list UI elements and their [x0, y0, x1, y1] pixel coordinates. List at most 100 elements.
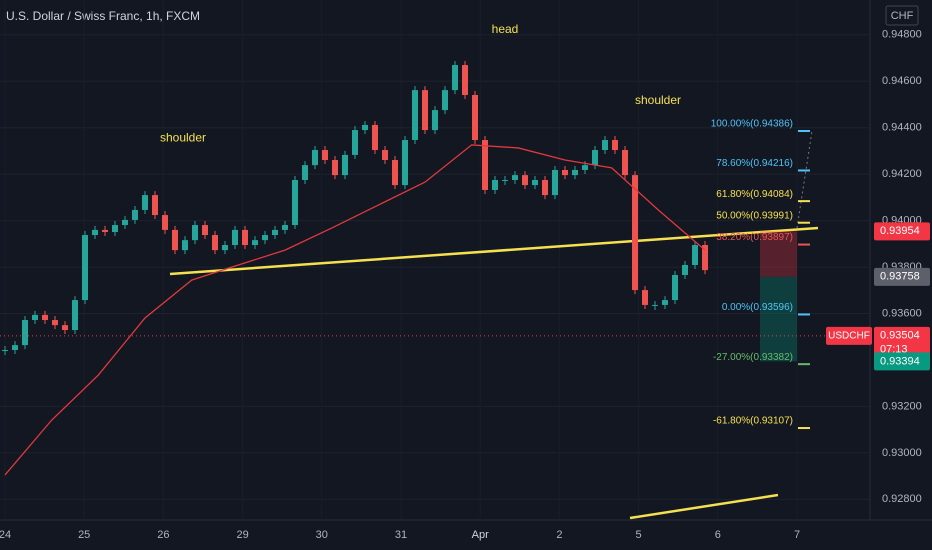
- price-tag: [874, 267, 930, 286]
- fib-label: 50.00%(0.93991): [716, 210, 793, 221]
- candle: [182, 240, 188, 251]
- candle: [142, 195, 148, 210]
- candle: [462, 65, 468, 95]
- candle: [562, 170, 568, 176]
- price-label: 0.93954: [880, 225, 920, 237]
- y-tick-label: 0.93200: [882, 400, 922, 412]
- candle: [42, 314, 48, 321]
- symbol-label: USDCHF: [828, 330, 870, 341]
- moving-average: [4, 144, 706, 476]
- price-label: 0.93394: [880, 355, 920, 367]
- candle: [682, 264, 688, 275]
- candle: [542, 179, 548, 196]
- candle: [352, 130, 358, 155]
- candle: [162, 215, 168, 230]
- y-tick-label: 0.94400: [882, 122, 922, 134]
- candle: [452, 65, 458, 91]
- candle: [242, 229, 248, 246]
- x-tick-label: 24: [0, 529, 11, 541]
- candle: [522, 175, 528, 186]
- candle: [72, 300, 78, 331]
- fib-label: 78.60%(0.94216): [716, 158, 793, 169]
- fib-label: -61.80%(0.93107): [713, 416, 793, 427]
- candle: [512, 175, 518, 180]
- x-tick-label: 26: [157, 529, 169, 541]
- candle: [532, 179, 538, 186]
- candle: [402, 140, 408, 186]
- annotation: shoulder: [160, 131, 206, 145]
- candle: [672, 274, 678, 301]
- candle: [102, 229, 108, 233]
- y-tick-label: 0.93000: [882, 447, 922, 459]
- candle: [362, 124, 368, 131]
- price-label: 0.93504: [880, 330, 920, 342]
- candle: [92, 229, 98, 236]
- currency[interactable]: CHF: [891, 10, 914, 22]
- candle: [202, 225, 208, 236]
- candle: [482, 140, 488, 190]
- fib-label: -27.00%(0.93382): [713, 352, 793, 363]
- candle: [412, 90, 418, 141]
- target-zone: [760, 276, 797, 362]
- y-tick-label: 0.93600: [882, 307, 922, 319]
- fib-connector: [796, 130, 813, 229]
- price-tag: [874, 352, 930, 371]
- candle: [292, 179, 298, 226]
- y-tick-label: 0.92800: [882, 493, 922, 505]
- x-tick-label: 7: [794, 529, 800, 541]
- candle: [642, 290, 648, 305]
- price-tag: [874, 326, 930, 359]
- chart-title: U.S. Dollar / Swiss Franc, 1h, FXCM: [6, 9, 200, 23]
- candle: [152, 195, 158, 216]
- stop-zone: [760, 231, 797, 277]
- candle: [252, 240, 258, 246]
- candle: [502, 179, 508, 181]
- candle: [612, 140, 618, 151]
- x-tick-label: Apr: [472, 529, 489, 541]
- symbol-tag: [826, 326, 872, 345]
- candle: [172, 229, 178, 251]
- candle: [432, 110, 438, 131]
- candle: [632, 175, 638, 291]
- candle: [272, 229, 278, 236]
- candle: [212, 235, 218, 251]
- fib-label: 38.20%(0.93897): [716, 232, 793, 243]
- candle: [442, 90, 448, 111]
- candle: [382, 150, 388, 161]
- candle: [492, 179, 498, 190]
- candle: [12, 345, 18, 350]
- candle: [282, 225, 288, 230]
- x-tick-label: 5: [636, 529, 642, 541]
- candle: [222, 245, 228, 251]
- y-tick-label: 0.94200: [882, 168, 922, 180]
- neckline: [169, 226, 819, 276]
- candle: [662, 300, 668, 305]
- candle: [622, 150, 628, 176]
- annotation: shoulder: [635, 93, 681, 107]
- price-tag: [874, 222, 930, 241]
- x-tick-label: 6: [715, 529, 721, 541]
- currency-box[interactable]: [885, 5, 919, 26]
- candle: [132, 209, 138, 220]
- fib-label: 100.00%(0.94386): [711, 119, 793, 130]
- candle: [342, 154, 348, 176]
- annotation: head: [492, 22, 519, 36]
- candle: [652, 304, 658, 306]
- candle: [692, 245, 698, 265]
- candle: [322, 150, 328, 161]
- candle: [192, 225, 198, 241]
- y-tick-label: 0.94800: [882, 29, 922, 41]
- candle: [52, 320, 58, 326]
- price-label: 0.93758: [880, 271, 920, 283]
- y-tick-label: 0.94600: [882, 75, 922, 87]
- candle: [332, 160, 338, 176]
- x-tick-label: 29: [236, 529, 248, 541]
- fib-label: 0.00%(0.93596): [722, 302, 793, 313]
- candle: [582, 165, 588, 171]
- x-tick-label: 2: [556, 529, 562, 541]
- candle: [112, 225, 118, 233]
- x-tick-label: 30: [316, 529, 328, 541]
- candle: [472, 94, 478, 141]
